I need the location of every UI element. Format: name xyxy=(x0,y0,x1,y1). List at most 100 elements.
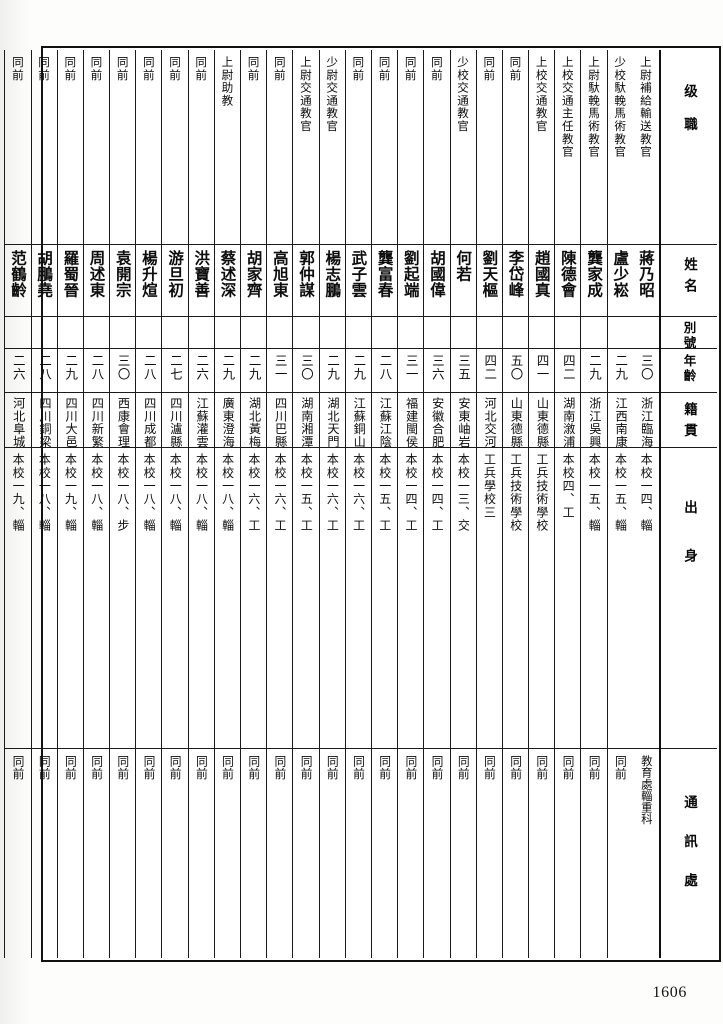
record-column: 同前 龔富春 二八 江蘇江陰 本校一五、工 同前 xyxy=(370,50,398,958)
record-age: 三一 xyxy=(273,353,289,381)
record-alias-cell xyxy=(214,317,240,349)
record-education: 本校一四、工 xyxy=(403,453,418,533)
record-name-cell: 蔡述深 xyxy=(214,245,240,317)
record-education: 本校一五、工 xyxy=(377,453,392,533)
record-contact-cell: 同前 xyxy=(293,749,318,958)
record-rank: 同前 xyxy=(246,56,261,82)
record-name: 郭仲謀 xyxy=(297,250,316,299)
record-contact: 同前 xyxy=(272,754,287,780)
record-origin: 河北阜城 xyxy=(11,396,26,448)
record-name-cell: 楊志鵬 xyxy=(319,245,345,317)
record-rank-cell: 同前 xyxy=(188,50,214,246)
record-name: 胡國偉 xyxy=(427,250,446,299)
record-age-cell: 二八 xyxy=(371,349,398,393)
record-age-cell: 二九 xyxy=(57,349,83,393)
record-contact: 同前 xyxy=(587,754,602,780)
record-origin: 河北交河 xyxy=(482,396,497,448)
record-column: 同前 武子雲 二九 江蘇銅山 本校一六、工 同前 xyxy=(344,50,371,958)
record-rank: 少尉交通教官 xyxy=(325,56,340,133)
record-education-cell: 本校一八、輜 xyxy=(136,448,162,749)
record-education: 本校一四、工 xyxy=(430,453,445,533)
record-rank-cell: 少校交通教官 xyxy=(450,50,476,246)
record-rank-cell: 同前 xyxy=(502,50,529,246)
row-header-rank-label: 级職 xyxy=(681,84,698,151)
record-age-cell: 三〇 xyxy=(293,349,319,393)
record-rank-cell: 上校交通教官 xyxy=(529,50,555,246)
record-education-cell: 本校一五、工 xyxy=(371,448,398,749)
record-education-cell: 本校一八、步 xyxy=(110,448,136,749)
record-rank-cell: 同前 xyxy=(5,50,31,246)
record-name-cell: 龔家成 xyxy=(581,245,607,317)
record-age-cell: 二六 xyxy=(5,349,31,393)
record-rank-cell: 同前 xyxy=(136,50,162,246)
record-name: 胡家齊 xyxy=(244,250,263,299)
record-education-cell: 本校一八、輜 xyxy=(188,448,214,749)
record-rank-cell: 同前 xyxy=(241,50,267,246)
record-column: 同前 游旦初 二七 四川瀘縣 本校一八、輜 同前 xyxy=(161,50,188,958)
record-origin-cell: 四川瀘縣 xyxy=(162,393,188,449)
row-header-name: 姓名 xyxy=(661,245,717,317)
record-column: 上校交通主任教官 陳德會 四二 湖南漵浦 本校四、工 同前 xyxy=(554,50,581,958)
record-age: 三〇 xyxy=(116,353,132,381)
record-contact: 同前 xyxy=(115,754,130,780)
record-contact: 同前 xyxy=(89,754,104,780)
record-origin-cell: 四川大邑 xyxy=(57,393,83,449)
record-name-cell: 胡國偉 xyxy=(424,245,450,317)
record-alias-cell xyxy=(83,317,110,349)
record-name: 武子雲 xyxy=(349,250,368,299)
record-rank: 上尉馱輓馬術教官 xyxy=(587,56,602,159)
record-age-cell: 二九 xyxy=(607,349,633,393)
record-name-cell: 楊升煊 xyxy=(136,245,162,317)
record-rank: 少校馱輓馬術教官 xyxy=(613,56,628,159)
record-age: 二九 xyxy=(247,353,263,381)
record-name: 楊志鵬 xyxy=(323,250,342,299)
record-contact-cell: 同前 xyxy=(267,749,292,958)
record-age-cell: 五〇 xyxy=(502,349,529,393)
record-column: 上尉助教 蔡述深 二九 廣東澄海 本校一八、輜 同前 xyxy=(213,50,240,958)
record-education: 本校一五、輜 xyxy=(613,453,628,533)
record-name-cell: 洪寶善 xyxy=(188,245,214,317)
record-contact-cell: 同前 xyxy=(477,749,502,958)
record-education: 本校一四、輜 xyxy=(639,453,654,533)
record-name: 蔣乃昭 xyxy=(636,250,655,299)
record-alias-cell xyxy=(502,317,529,349)
record-rank-cell: 上尉補給輸送教官 xyxy=(632,50,659,246)
record-education-cell: 本校一四、輜 xyxy=(632,448,659,749)
record-education: 本校一六、工 xyxy=(351,453,366,533)
record-name-cell: 趙國真 xyxy=(529,245,555,317)
record-rank: 上尉助教 xyxy=(220,56,235,108)
record-contact-cell: 同前 xyxy=(372,749,397,958)
record-origin-cell: 山東德縣 xyxy=(502,393,529,449)
record-age-cell: 二九 xyxy=(214,349,240,393)
record-rank: 同前 xyxy=(377,56,392,82)
record-contact-cell: 教育處輜重科 xyxy=(633,749,659,958)
record-origin: 湖南漵浦 xyxy=(561,396,576,448)
record-name: 游旦初 xyxy=(166,250,185,299)
record-education-cell: 本校一九、輜 xyxy=(5,448,31,749)
record-rank: 同前 xyxy=(115,56,130,82)
record-origin-cell: 山東德縣 xyxy=(529,393,555,449)
record-origin: 四川成都 xyxy=(142,396,157,448)
record-age-cell: 三六 xyxy=(424,349,450,393)
record-origin: 廣東澄海 xyxy=(220,396,235,448)
record-origin-cell: 四川銅梁 xyxy=(31,393,57,449)
record-age: 五〇 xyxy=(508,353,524,381)
record-origin-cell: 浙江吳興 xyxy=(581,393,607,449)
record-contact: 同前 xyxy=(456,754,471,780)
record-contact-cell: 同前 xyxy=(608,749,633,958)
record-rank-cell: 上校交通主任教官 xyxy=(555,50,581,246)
record-origin: 江蘇銅山 xyxy=(351,396,366,448)
row-header-origin: 籍貫 xyxy=(661,393,717,449)
record-alias-cell xyxy=(136,317,162,349)
record-contact: 同前 xyxy=(63,754,78,780)
record-contact-cell: 同前 xyxy=(58,749,83,958)
record-origin-cell: 四川巴縣 xyxy=(267,393,293,449)
record-rank-cell: 同前 xyxy=(57,50,83,246)
record-education: 本校一八、輜 xyxy=(194,453,209,533)
record-age: 二八 xyxy=(377,353,393,381)
record-origin-cell: 四川成都 xyxy=(136,393,162,449)
record-education: 本校一八、輜 xyxy=(168,453,183,533)
record-name-cell: 郭仲謀 xyxy=(293,245,319,317)
record-education-cell: 本校一五、輜 xyxy=(607,448,633,749)
record-column: 同前 胡國偉 三六 安徽合肥 本校一四、工 同前 xyxy=(423,50,450,958)
